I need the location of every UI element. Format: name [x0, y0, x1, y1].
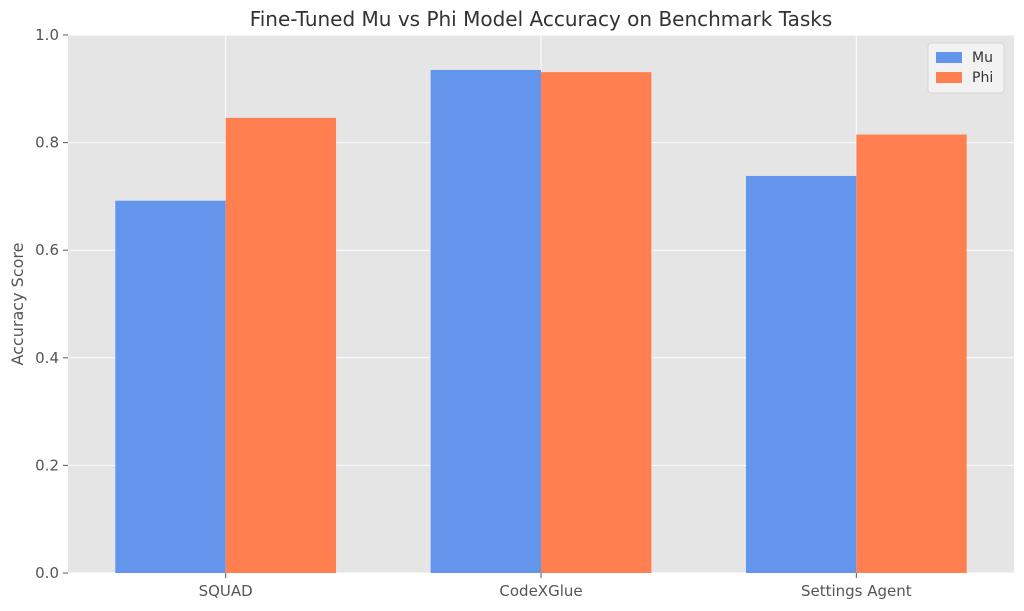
bar-mu-0	[115, 200, 226, 574]
y-tick-label: 0.6	[35, 241, 59, 259]
x-tick-label: CodeXGlue	[499, 582, 582, 600]
bars	[115, 69, 967, 574]
bar-mu-2	[745, 175, 857, 573]
x-tick-label: Settings Agent	[801, 582, 912, 600]
y-tick-label: 0.4	[35, 349, 59, 367]
bar-phi-2	[856, 134, 967, 573]
tick-labels: 0.0 0.2 0.4 0.6 0.8 1.0 SQUAD CodeXGlue Settings…	[35, 26, 912, 600]
bar-phi-0	[225, 117, 337, 574]
legend-label-phi: Phi	[972, 70, 993, 86]
legend: Mu Phi	[927, 42, 1005, 94]
y-tick-label: 0.0	[35, 564, 59, 582]
y-tick-label: 0.8	[35, 134, 59, 152]
y-tick-label: 0.2	[35, 456, 59, 474]
y-axis-label: Accuracy Score	[8, 243, 27, 366]
legend-swatch-mu	[936, 52, 962, 63]
x-tick-label: SQUAD	[199, 582, 253, 600]
chart-title: Fine-Tuned Mu vs Phi Model Accuracy on B…	[250, 7, 833, 31]
bar-mu-1	[430, 69, 541, 573]
y-tick-label: 1.0	[35, 26, 59, 44]
legend-label-mu: Mu	[972, 50, 993, 66]
bar-phi-1	[541, 72, 652, 573]
legend-swatch-phi	[936, 72, 962, 83]
